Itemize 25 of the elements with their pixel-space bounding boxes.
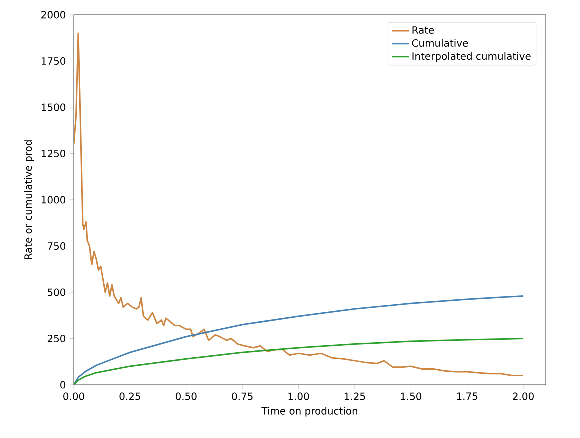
x-tick-label: 1.75 [457,392,478,400]
y-axis-title: Rate or cumulative prod [24,140,34,260]
y-tick-label: 2000 [42,11,66,19]
x-tick-label: 1.50 [401,392,422,400]
legend-label: Rate [412,26,434,34]
y-tick-label: 1750 [42,57,66,66]
x-tick-label: 1.25 [344,392,366,400]
x-tick-label: 0.75 [232,392,253,400]
y-tick-label: 250 [48,334,66,343]
x-tick-label: 0.25 [120,392,140,400]
x-tick-label: 0.50 [176,392,197,400]
y-tick-label: 500 [48,288,66,296]
legend-label: Interpolated cumulative [412,52,531,62]
line-series [74,338,524,385]
y-tick-label: 1500 [42,104,66,112]
y-tick-label: 750 [48,242,66,250]
line-series [74,295,524,385]
y-tick-label: 1250 [42,150,66,158]
legend-label: Cumulative [412,39,468,48]
y-tick-label: 0 [60,381,66,389]
x-tick-label: 2.00 [513,392,534,400]
x-axis-title: Time on production [262,407,358,417]
y-tick-label: 1000 [42,196,66,204]
x-tick-label: 1.00 [288,392,310,400]
x-tick-label: 0.00 [64,392,84,400]
